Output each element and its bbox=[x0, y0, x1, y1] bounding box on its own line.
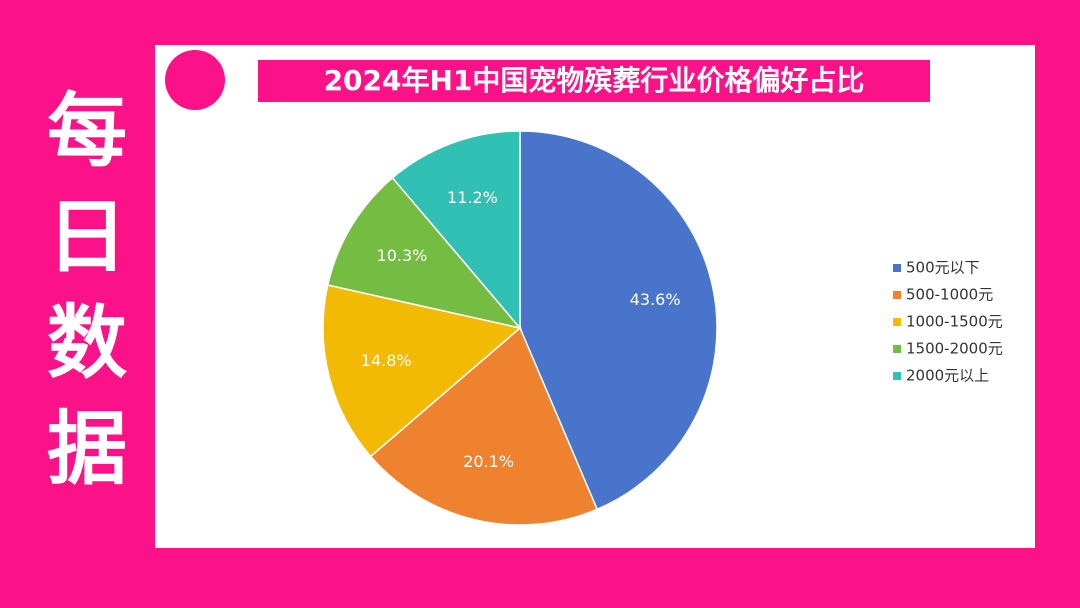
logo bbox=[165, 50, 225, 110]
chart-title: 2024年H1中国宠物殡葬行业价格偏好占比 bbox=[258, 60, 930, 102]
legend-label: 500-1000元 bbox=[906, 286, 993, 304]
pie-slice bbox=[326, 176, 523, 330]
pie-slice bbox=[369, 326, 599, 526]
side-title: 每日数据 bbox=[34, 88, 127, 512]
legend-label: 500元以下 bbox=[906, 259, 980, 277]
pie-slice bbox=[519, 130, 718, 511]
legend-swatch bbox=[893, 372, 901, 380]
legend-swatch bbox=[893, 291, 901, 299]
data-label: 11.2% bbox=[447, 188, 498, 207]
data-label: 20.1% bbox=[463, 452, 514, 471]
legend-label: 1000-1500元 bbox=[906, 313, 1003, 331]
legend-label: 1500-2000元 bbox=[906, 340, 1003, 358]
legend-swatch bbox=[893, 345, 901, 353]
pie-slice bbox=[322, 284, 522, 458]
legend-swatch bbox=[893, 264, 901, 272]
data-label: 10.3% bbox=[377, 246, 428, 265]
pie-slice bbox=[391, 130, 521, 331]
data-label: 43.6% bbox=[630, 290, 681, 309]
legend-swatch bbox=[893, 318, 901, 326]
legend-label: 2000元以上 bbox=[906, 367, 989, 385]
data-label: 14.8% bbox=[361, 351, 412, 370]
